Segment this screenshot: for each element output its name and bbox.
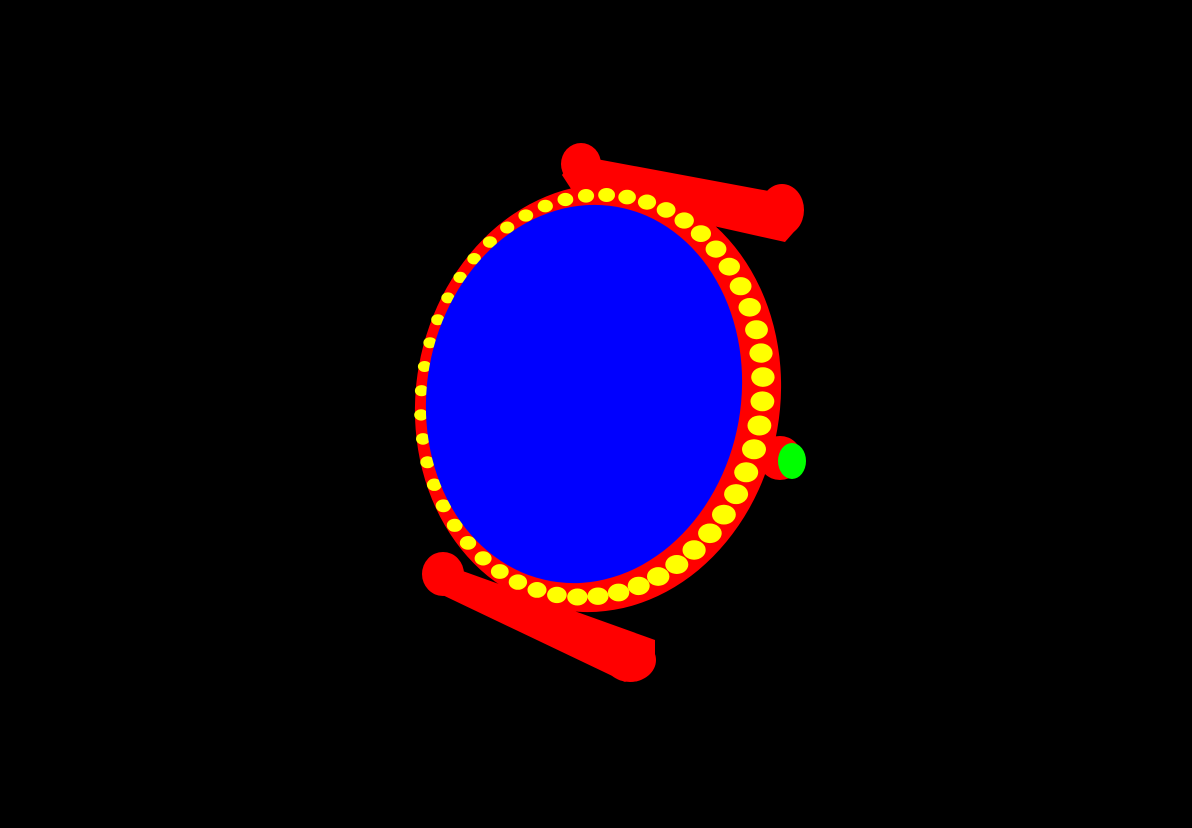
- bezel-stone: [734, 462, 759, 483]
- bezel-stone: [751, 367, 775, 387]
- bezel-stone: [459, 536, 477, 550]
- bezel-stone: [414, 385, 429, 397]
- crown-cap: [778, 443, 806, 479]
- bezel-stone: [467, 253, 481, 265]
- bottom-lug-left-end: [422, 552, 464, 596]
- bezel-stone: [712, 504, 736, 525]
- bezel-stone: [637, 194, 657, 210]
- bezel-stone: [587, 587, 609, 605]
- bezel-stone: [724, 484, 749, 505]
- bezel-stone: [435, 499, 452, 513]
- bezel-stones: [414, 188, 775, 606]
- bezel-stone: [690, 225, 712, 243]
- bezel-stone: [567, 588, 588, 606]
- bezel-stone: [742, 439, 766, 460]
- top-lug-right-end: [760, 184, 804, 236]
- bezel-stone: [508, 574, 528, 590]
- bezel-stone: [482, 236, 497, 248]
- bezel-stone: [607, 583, 630, 602]
- bezel-stone: [474, 551, 492, 566]
- bezel-stone: [547, 586, 567, 604]
- top-lug-bar: [562, 155, 800, 242]
- bezel-stone: [682, 540, 706, 560]
- bezel-stone: [417, 361, 432, 372]
- bezel-stone: [698, 523, 722, 544]
- bezel-stone: [453, 271, 467, 283]
- bezel-stone: [518, 209, 534, 222]
- bezel-stone: [500, 221, 515, 234]
- bezel-stone: [665, 555, 689, 574]
- bezel-stone: [446, 518, 463, 532]
- bezel-stone: [426, 478, 442, 491]
- bezel-stone: [750, 391, 775, 412]
- bezel-stone: [423, 337, 437, 349]
- bezel-stone: [656, 202, 676, 218]
- bottom-lug-right-end: [604, 638, 656, 682]
- bezel-stone: [420, 456, 435, 469]
- bezel-stone: [647, 567, 670, 586]
- top-lug: [561, 143, 804, 242]
- bezel-stone: [747, 415, 772, 436]
- bezel-stone: [738, 298, 761, 317]
- bottom-lug: [422, 552, 656, 682]
- bottom-lug-bar: [432, 560, 655, 682]
- bezel-stone: [705, 240, 727, 258]
- bezel-stone: [618, 189, 636, 205]
- bezel-stone: [745, 320, 768, 340]
- top-lug-left-end: [561, 143, 601, 185]
- bezel-stone: [431, 314, 445, 326]
- bezel-stone: [749, 343, 773, 363]
- bezel-stone: [537, 199, 553, 213]
- watch-dial: [425, 204, 743, 584]
- bezel-stone: [414, 409, 428, 421]
- bezel-stone: [577, 189, 595, 203]
- bezel-stone: [674, 212, 694, 229]
- bezel-stone: [416, 433, 430, 445]
- bezel-stone: [598, 188, 615, 202]
- bezel-stone: [627, 576, 650, 596]
- dial-group: [425, 204, 743, 584]
- bezel-stone: [729, 277, 752, 296]
- bezel-stone: [557, 192, 574, 207]
- bezel-stone: [718, 257, 740, 276]
- bezel-stone: [441, 292, 455, 304]
- bezel-stone: [490, 564, 509, 579]
- bezel-stone: [527, 582, 547, 598]
